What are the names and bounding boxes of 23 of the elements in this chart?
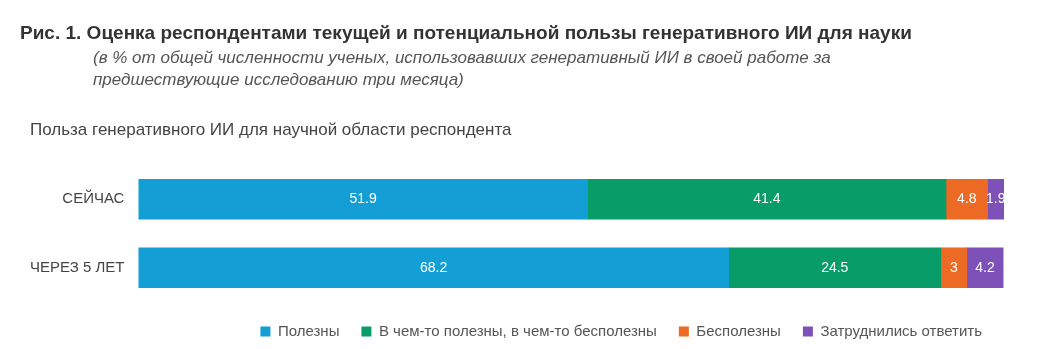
data-label: 4.8 (957, 190, 977, 207)
bar (138, 178, 588, 220)
chart-subtitle: (в % от общей численности ученых, использовавших генеративный ИИ в своей работе за предшествующие исследованию три месяца) (93, 47, 832, 91)
bar (940, 247, 968, 289)
data-label: 41.4 (753, 190, 781, 207)
bar (945, 178, 988, 220)
text: Польза генеративного ИИ для научной области респондента (30, 120, 512, 140)
chart-title: Рис. 1. Оценка респондентами текущей и потенциальной пользы генеративного ИИ для науки (20, 22, 912, 44)
data-label: 4.2 (975, 258, 995, 275)
legend-label: Бесполезны (696, 321, 781, 339)
bar (138, 247, 730, 289)
legend-label: Затруднились ответить (820, 321, 983, 339)
y-tick-label: СЕЙЧАС (62, 189, 125, 207)
bar (728, 247, 942, 289)
legend-label: В чем-то полезны, в чем-то бесполезны (378, 321, 657, 339)
data-label: 68.2 (419, 258, 448, 275)
data-label: 51.9 (349, 190, 377, 207)
y-tick-label: ЧЕРЕЗ 5 ЛЕТ (29, 257, 125, 275)
bar (966, 247, 1004, 289)
data-label: 24.5 (821, 258, 849, 275)
legend-label: Полезны (277, 321, 340, 339)
data-label: 3 (949, 258, 958, 275)
bar (587, 178, 947, 220)
